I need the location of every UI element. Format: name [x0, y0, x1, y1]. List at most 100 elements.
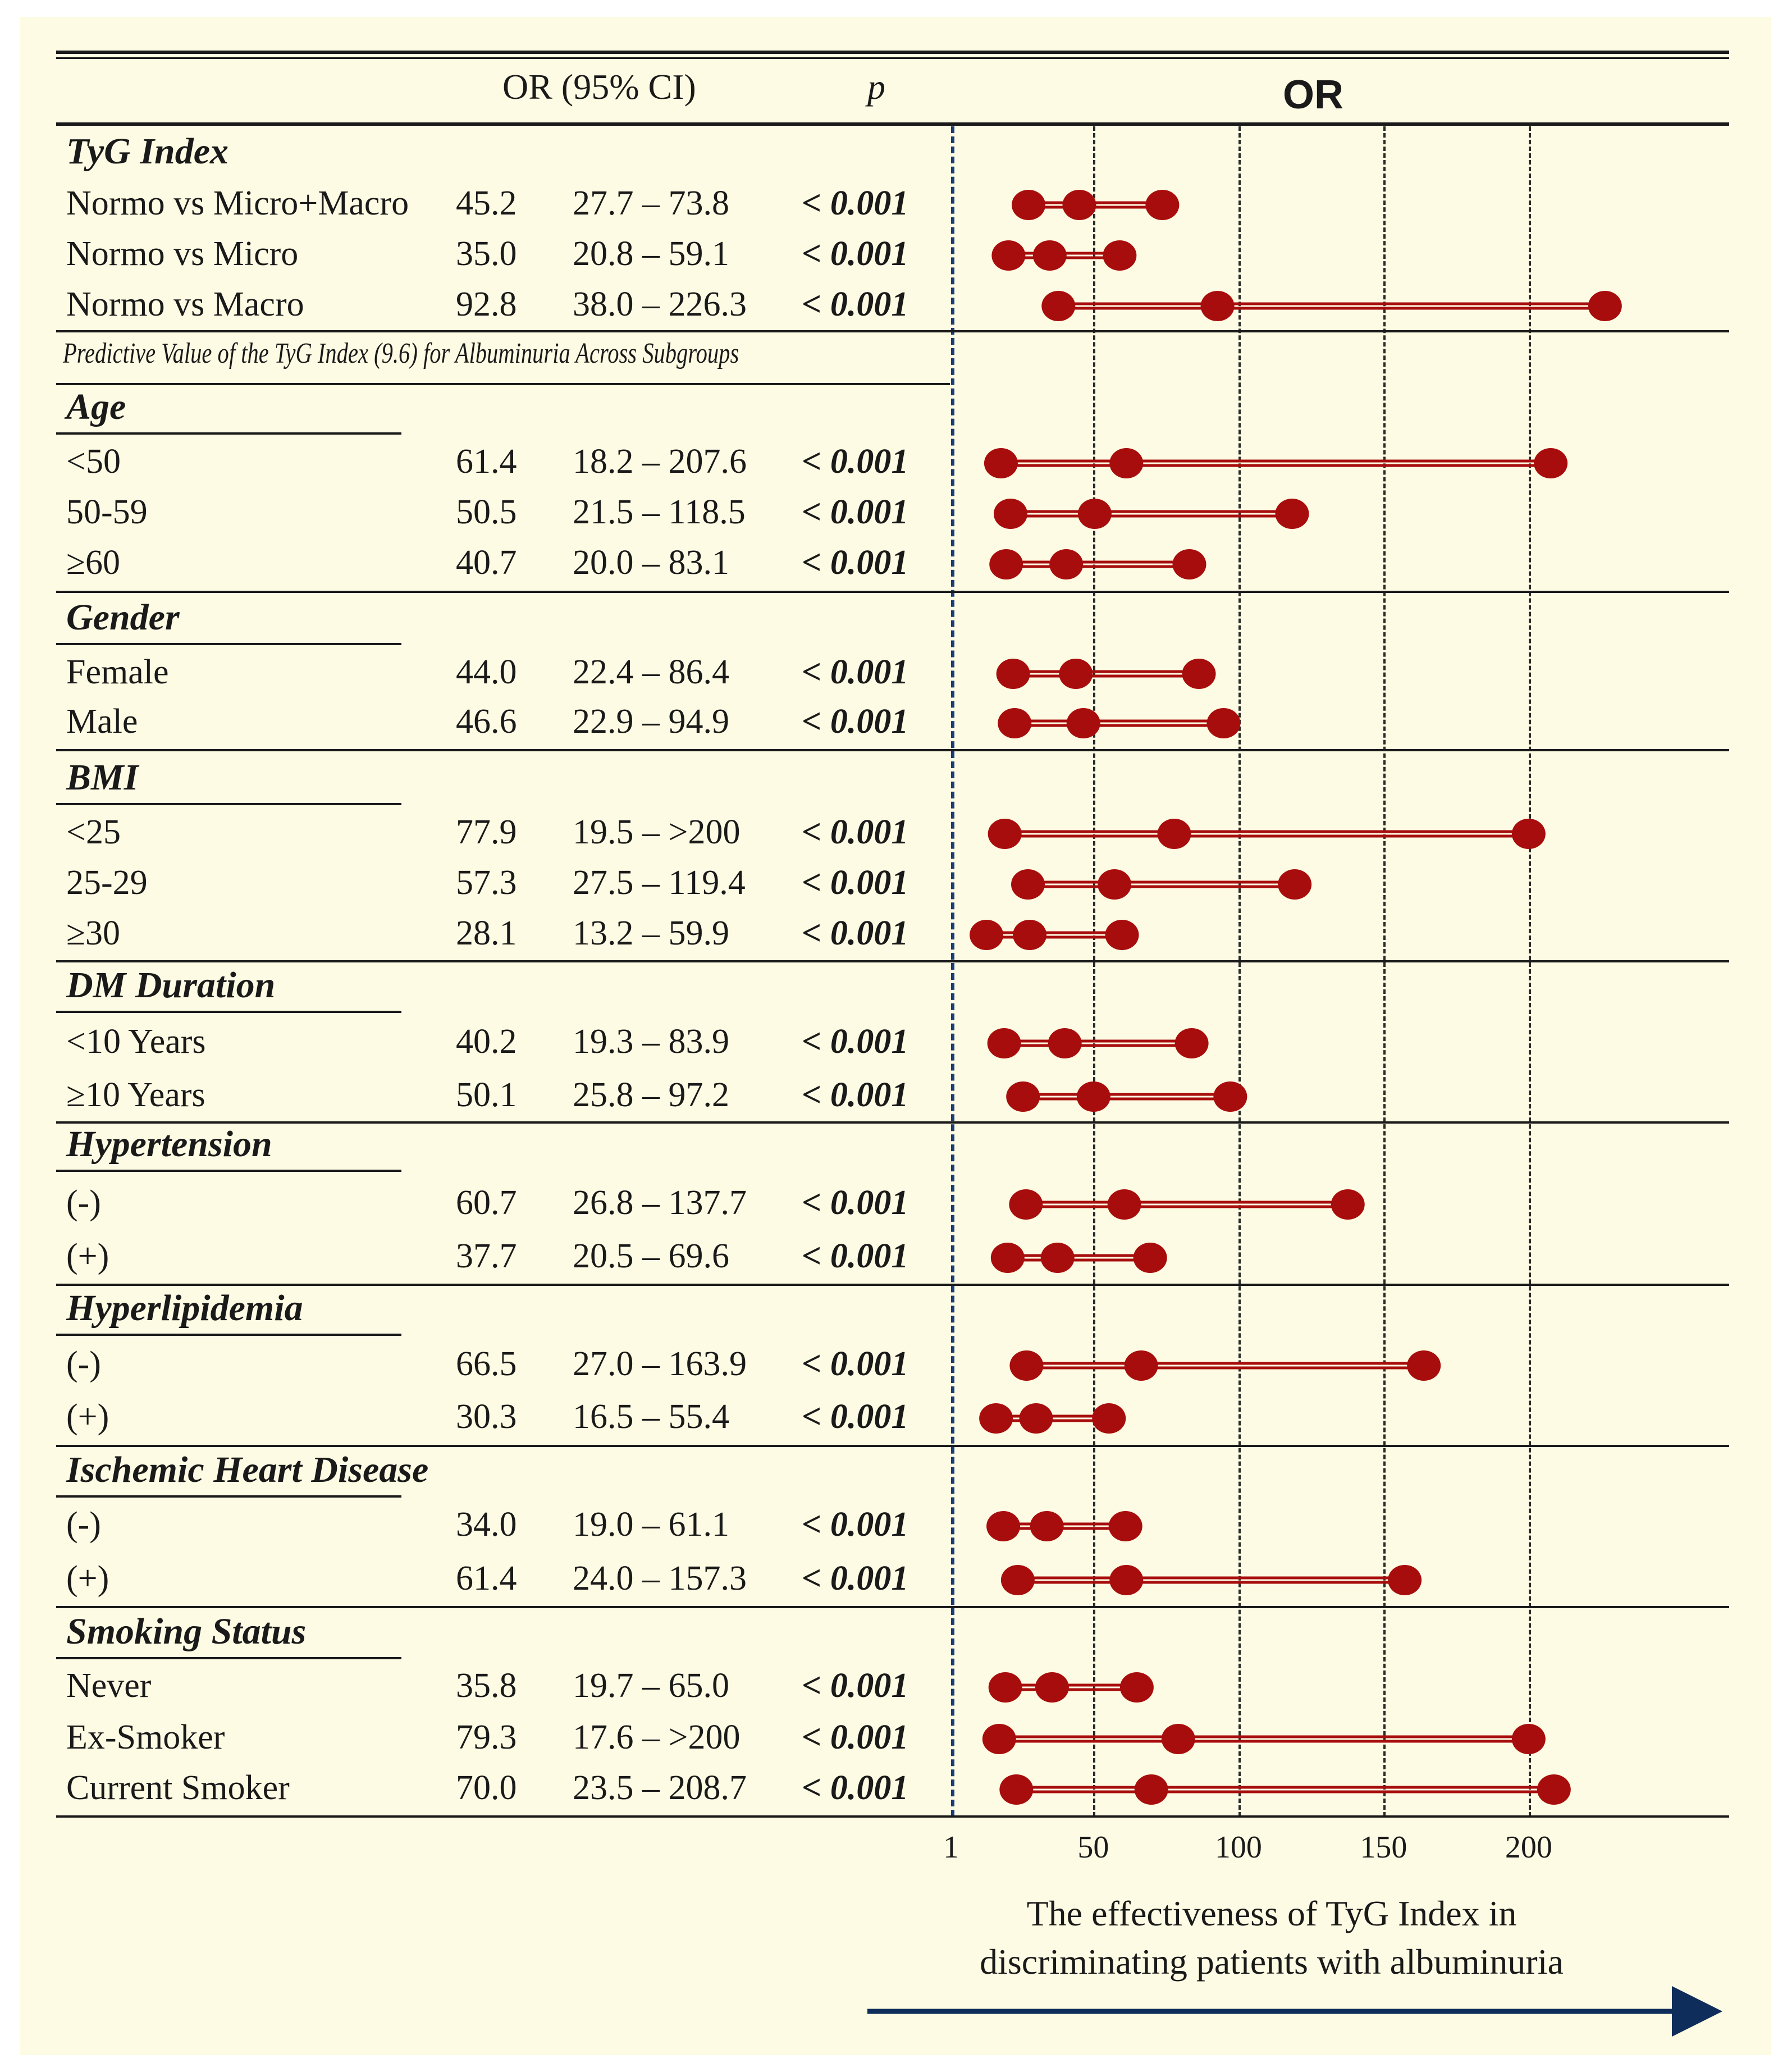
or-point — [1032, 240, 1067, 271]
row-or-value: 61.4 — [456, 442, 517, 481]
ci-upper-point — [1103, 240, 1137, 271]
ci-upper-point — [1174, 1028, 1209, 1058]
group-divider — [56, 1445, 1729, 1447]
row-label: Female — [66, 653, 169, 691]
group-header: TyG Index — [66, 131, 229, 172]
row-or-value: 28.1 — [456, 914, 517, 952]
or-point — [1107, 1189, 1141, 1220]
ci-upper-point — [1511, 1724, 1546, 1754]
gridline-100 — [1238, 126, 1241, 1817]
ci-upper-point — [1388, 1565, 1422, 1595]
group-header: Smoking Status — [66, 1611, 307, 1652]
row-label: 50-59 — [66, 493, 148, 531]
row-or-value: 45.2 — [456, 184, 517, 222]
row-label: (-) — [66, 1345, 101, 1383]
row-p-value: < 0.001 — [802, 1023, 909, 1061]
ci-lower-point — [986, 1511, 1021, 1541]
ci-lower-point — [987, 1028, 1021, 1058]
or-point — [1076, 1081, 1110, 1112]
top-rule-2 — [56, 57, 1729, 59]
or-point — [1161, 1724, 1195, 1754]
row-or-value: 60.7 — [456, 1184, 517, 1222]
ci-upper-point — [1182, 659, 1216, 689]
group-divider — [56, 1121, 1729, 1124]
group-underline — [56, 1334, 401, 1336]
row-label: (+) — [66, 1237, 109, 1275]
row-or-value: 50.5 — [456, 493, 517, 531]
ci-upper-point — [1275, 499, 1309, 529]
group-divider — [56, 330, 1729, 332]
row-label: 25-29 — [66, 864, 148, 902]
group-header: DM Duration — [66, 965, 276, 1006]
row-p-value: < 0.001 — [802, 813, 909, 851]
row-label: Ex-Smoker — [66, 1718, 225, 1756]
row-ci-value: 24.0 – 157.3 — [573, 1559, 747, 1598]
row-p-value: < 0.001 — [802, 493, 909, 531]
ci-lower-point — [996, 659, 1030, 689]
row-label: Normo vs Micro+Macro — [66, 184, 409, 222]
ci-upper-point — [1588, 291, 1622, 321]
row-p-value: < 0.001 — [802, 653, 909, 691]
row-p-value: < 0.001 — [802, 1769, 909, 1807]
row-label: <25 — [66, 813, 121, 851]
row-ci-value: 13.2 – 59.9 — [573, 914, 729, 952]
axis-tick-label: 100 — [1214, 1830, 1262, 1865]
row-ci-value: 19.5 – >200 — [573, 813, 741, 851]
ci-lower-point — [988, 1672, 1022, 1703]
ci-upper-point — [1145, 190, 1180, 220]
row-ci-value: 17.6 – >200 — [573, 1718, 741, 1756]
ci-lower-point — [991, 240, 1026, 271]
group-divider — [56, 1606, 1729, 1608]
row-or-value: 61.4 — [456, 1559, 517, 1598]
or-point — [1157, 819, 1191, 849]
group-divider — [56, 749, 1729, 751]
ci-lower-point — [979, 1403, 1013, 1434]
row-ci-value: 27.7 – 73.8 — [573, 184, 729, 222]
header-p: p — [867, 67, 885, 107]
or-point — [1109, 448, 1144, 478]
ci-upper-point — [1537, 1774, 1571, 1805]
ci-upper-point — [1511, 819, 1546, 849]
group-header: Ischemic Heart Disease — [66, 1449, 429, 1490]
or-point — [1035, 1672, 1069, 1703]
ci-upper-point — [1278, 869, 1312, 900]
row-p-value: < 0.001 — [802, 285, 909, 323]
or-point — [1077, 499, 1112, 529]
or-point — [1098, 869, 1132, 900]
row-ci-value: 22.4 – 86.4 — [573, 653, 729, 691]
row-p-value: < 0.001 — [802, 184, 909, 222]
or-point — [1134, 1774, 1168, 1805]
row-p-value: < 0.001 — [802, 1559, 909, 1598]
axis-tick-label: 1 — [943, 1830, 959, 1865]
row-label: (-) — [66, 1184, 101, 1222]
row-or-value: 92.8 — [456, 285, 517, 323]
subtitle: Predictive Value of the TyG Index (9.6) … — [63, 337, 739, 369]
group-underline — [56, 1011, 401, 1013]
group-header: Gender — [66, 597, 180, 638]
group-divider — [56, 960, 1729, 962]
row-p-value: < 0.001 — [802, 1345, 909, 1383]
row-or-value: 57.3 — [456, 864, 517, 902]
group-underline — [56, 643, 401, 645]
ci-upper-point — [1108, 1511, 1142, 1541]
row-ci-value: 26.8 – 137.7 — [573, 1184, 747, 1222]
row-p-value: < 0.001 — [802, 1237, 909, 1275]
row-or-value: 35.0 — [456, 235, 517, 273]
group-underline — [56, 432, 401, 435]
gridline-200 — [1528, 126, 1531, 1817]
ci-upper-point — [1092, 1403, 1126, 1434]
row-p-value: < 0.001 — [802, 1184, 909, 1222]
header-or-ci: OR (95% CI) — [502, 67, 696, 107]
ci-lower-point — [982, 1724, 1016, 1754]
ci-upper-point — [1206, 708, 1241, 738]
row-p-value: < 0.001 — [802, 1076, 909, 1114]
ci-lower-point — [1041, 291, 1076, 321]
row-ci-value: 20.5 – 69.6 — [573, 1237, 729, 1275]
or-point — [1200, 291, 1235, 321]
plot-title: OR — [1283, 72, 1343, 117]
group-divider — [56, 1815, 1729, 1818]
ci-lower-point — [1012, 190, 1046, 220]
group-underline — [56, 1657, 401, 1659]
ci-upper-point — [1213, 1081, 1247, 1112]
